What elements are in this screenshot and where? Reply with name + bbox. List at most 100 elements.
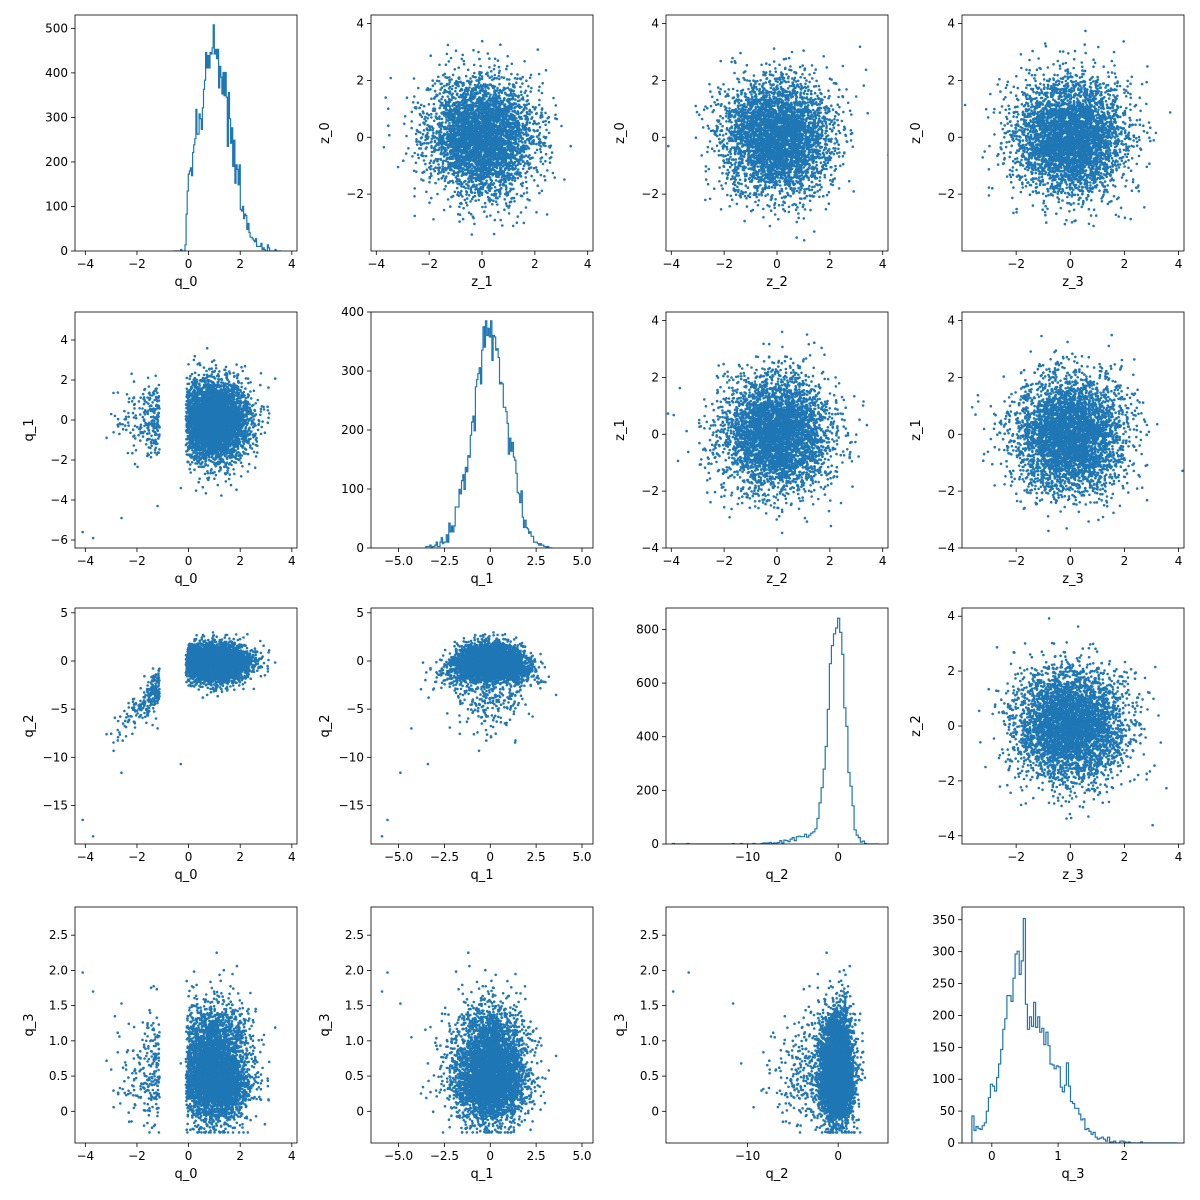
scatter-point — [504, 92, 507, 95]
scatter-point — [396, 165, 400, 169]
scatter-point — [485, 175, 489, 178]
x-tick-label: −4 — [76, 257, 94, 271]
scatter-point — [465, 156, 469, 160]
scatter-point — [498, 140, 502, 143]
scatter-point — [470, 143, 474, 146]
scatter-point — [459, 191, 462, 195]
scatter-point — [495, 116, 499, 120]
scatter-point — [486, 148, 489, 151]
scatter-point — [457, 113, 461, 117]
scatter-point — [497, 170, 501, 173]
scatter-point — [424, 154, 428, 158]
scatter-point — [486, 71, 489, 74]
scatter-point — [502, 175, 505, 178]
scatter-point — [488, 66, 491, 69]
scatter-point — [532, 135, 535, 138]
scatter-point — [521, 122, 524, 126]
scatter-point — [507, 154, 511, 158]
scatter-point — [481, 86, 484, 90]
scatter-point — [499, 108, 502, 111]
scatter-point — [487, 128, 491, 132]
scatter-point — [524, 130, 528, 134]
scatter-point — [449, 129, 452, 132]
scatter-point — [438, 92, 442, 95]
scatter-point — [481, 148, 484, 152]
scatter-point — [437, 168, 441, 172]
scatter-point — [491, 84, 495, 88]
scatter-point — [418, 106, 422, 110]
scatter-point — [476, 83, 480, 87]
scatter-point — [464, 74, 468, 78]
scatter-point — [768, 94, 771, 97]
scatter-point — [480, 182, 483, 186]
scatter-point — [432, 119, 436, 123]
scatter-point — [433, 140, 437, 144]
scatter-point — [437, 143, 440, 146]
scatter-point — [498, 82, 501, 86]
scatter-point — [489, 97, 492, 101]
scatter-point — [501, 143, 504, 146]
scatter-point — [709, 104, 713, 108]
scatter-point — [524, 89, 528, 93]
scatter-point — [491, 127, 495, 131]
scatter-point — [494, 170, 498, 173]
scatter-point — [460, 81, 464, 85]
scatter-point — [489, 214, 492, 217]
scatter-point — [477, 155, 480, 159]
scatter-point — [511, 178, 514, 182]
scatter-point — [513, 160, 517, 164]
scatter-point — [493, 73, 497, 77]
scatter-point — [473, 96, 476, 99]
scatter-point — [480, 174, 484, 178]
scatter-point — [535, 148, 539, 152]
scatter-point — [498, 90, 502, 93]
scatter-point — [444, 116, 448, 119]
x-axis-label: z_1 — [471, 275, 493, 290]
scatter-point — [525, 111, 529, 114]
scatter-point — [496, 142, 499, 145]
scatter-point — [509, 149, 512, 153]
scatter-point — [543, 175, 546, 178]
scatter-point — [486, 195, 490, 199]
scatter-point — [444, 168, 448, 172]
scatter-point — [443, 132, 446, 136]
scatter-point — [412, 169, 416, 173]
scatter-point — [442, 174, 445, 178]
scatter-point — [502, 164, 506, 167]
scatter-point — [525, 170, 529, 173]
scatter-point — [466, 111, 469, 114]
scatter-point — [481, 162, 484, 166]
scatter-point — [515, 221, 519, 224]
scatter-point — [515, 159, 519, 163]
scatter-point — [497, 65, 501, 69]
scatter-point — [486, 156, 490, 160]
scatter-point — [475, 185, 478, 189]
scatter-point — [438, 137, 442, 141]
scatter-point — [501, 118, 504, 122]
scatter-point — [494, 179, 498, 182]
scatter-point — [458, 125, 462, 128]
scatter-point — [476, 144, 479, 148]
scatter-point — [427, 103, 431, 106]
scatter-point — [511, 168, 514, 171]
scatter-point — [451, 73, 455, 77]
scatter-point — [551, 171, 555, 175]
scatter-point — [560, 124, 563, 128]
scatter-point — [513, 125, 517, 129]
scatter-point — [456, 190, 460, 194]
plot-area — [173, 24, 282, 251]
scatter-point — [494, 144, 497, 148]
plot-area — [667, 45, 888, 242]
scatter-point — [749, 84, 753, 87]
scatter-point — [467, 211, 471, 214]
scatter-point — [720, 184, 723, 187]
scatter-point — [435, 130, 439, 133]
scatter-point — [467, 105, 471, 108]
scatter-point — [461, 125, 465, 129]
scatter-point — [492, 182, 496, 185]
scatter-point — [490, 115, 494, 119]
scatter-point — [440, 117, 444, 121]
scatter-point — [537, 133, 541, 137]
x-tick-label: −2 — [420, 257, 438, 271]
scatter-point — [488, 95, 492, 99]
